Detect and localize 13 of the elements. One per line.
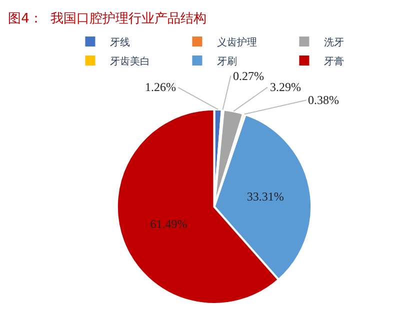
data-label: 0.38% xyxy=(308,93,339,107)
legend-label: 牙齿美白 xyxy=(110,55,150,68)
data-label: 61.49% xyxy=(150,216,188,231)
legend-label: 义齿护理 xyxy=(217,36,258,48)
data-label: 1.26% xyxy=(145,80,176,94)
data-label: 0.27% xyxy=(233,69,264,83)
legend-label: 洗牙 xyxy=(324,36,344,48)
data-label: 3.29% xyxy=(270,80,301,94)
legend-label: 牙膏 xyxy=(324,55,344,68)
chart-title: 图4： 我国口腔护理行业产品结构 xyxy=(8,11,207,26)
legend-label: 牙刷 xyxy=(217,56,238,68)
legend-label: 牙线 xyxy=(110,36,130,48)
data-label: 33.31% xyxy=(246,189,284,204)
